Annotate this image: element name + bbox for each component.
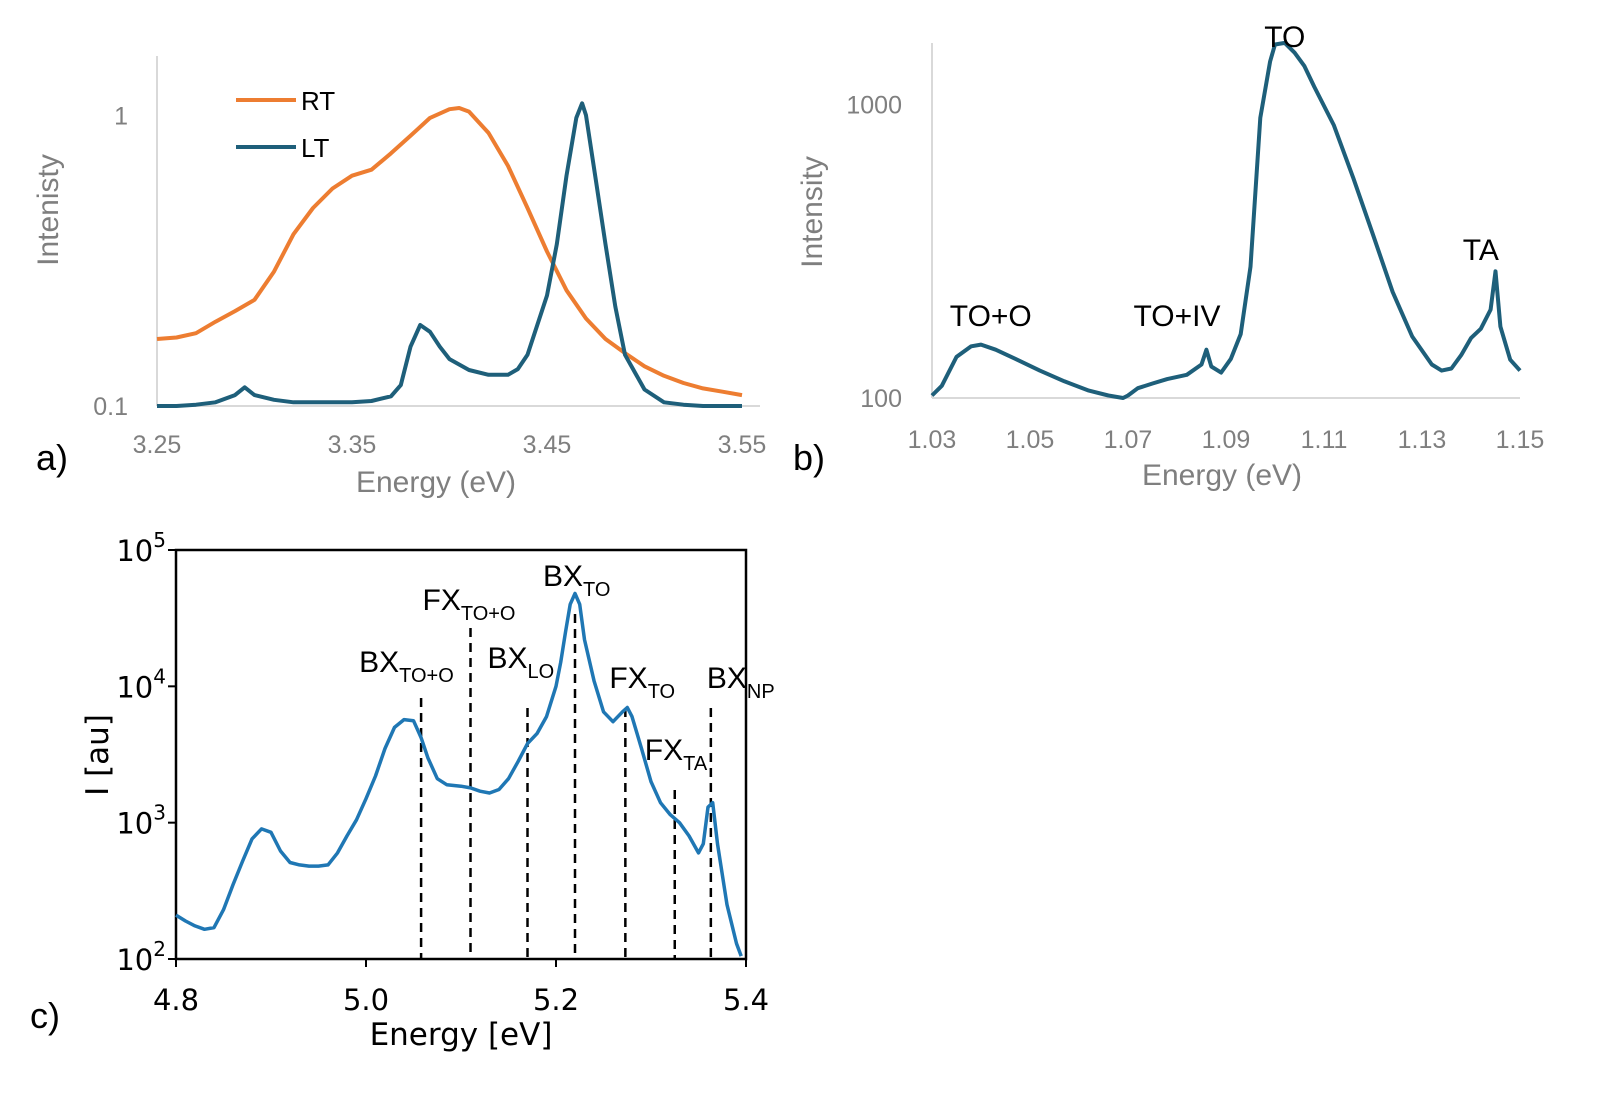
- panel-b-ylabel: Intensity: [796, 156, 829, 268]
- peak-label: FXTA: [645, 734, 708, 775]
- panel-b-label: b): [793, 437, 825, 478]
- peak-label: BXTO+O: [359, 646, 454, 687]
- panel-a-ticks: 3.25 3.35 3.45 3.55 0.1 1: [93, 102, 766, 459]
- panel-a-ylabel: Intenisty: [32, 154, 65, 266]
- panel-b-ticks: 1.03 1.05 1.07 1.09 1.11 1.13 1.15 100 1000: [846, 91, 1544, 454]
- y-tick-label: 1: [114, 102, 128, 130]
- y-tick-label: 103: [116, 801, 166, 841]
- series-line-lt: [157, 101, 742, 408]
- panel-c-series: [175, 591, 743, 957]
- panel-a-xlabel: Energy (eV): [356, 466, 516, 499]
- x-tick-label: 1.05: [1006, 426, 1055, 454]
- panel-c-ylabel: I [au]: [80, 714, 116, 796]
- series-line-rt: [156, 106, 743, 398]
- x-tick-label: 1.11: [1301, 426, 1348, 454]
- panel-a-series: [156, 101, 743, 408]
- x-tick-label: 5.0: [343, 983, 389, 1017]
- x-tick-label: 3.55: [718, 431, 767, 459]
- panel-c-ticks: 4.8 5.0 5.2 5.4 102 103 104 105: [116, 528, 769, 1017]
- x-tick-label: 5.4: [723, 983, 769, 1017]
- y-tick-label: 100: [860, 385, 902, 413]
- legend-lt-label: LT: [301, 133, 330, 163]
- panel-c-frame: [174, 548, 748, 961]
- x-tick-label: 1.07: [1104, 426, 1153, 454]
- y-tick-label: 0.1: [93, 393, 128, 421]
- x-tick-label: 3.35: [328, 431, 377, 459]
- panel-c-xlabel: Energy [eV]: [370, 1017, 553, 1053]
- x-tick-label: 5.2: [533, 983, 579, 1017]
- panel-b-chart: 1.03 1.05 1.07 1.09 1.11 1.13 1.15 100 1000 TO+O…: [793, 21, 1544, 492]
- series-line-0: [930, 40, 1522, 400]
- panel-c-label: c): [30, 995, 60, 1036]
- panel-a-label: a): [36, 437, 68, 478]
- x-tick-label: 1.03: [908, 426, 957, 454]
- x-tick-label: 1.13: [1398, 426, 1447, 454]
- panel-b-annotations: TO+O TO+IV TO TA: [950, 21, 1499, 333]
- series-line-0: [175, 591, 743, 957]
- peak-label: BXNP: [707, 662, 775, 703]
- peak-annotation: TA: [1463, 234, 1499, 267]
- panel-a-chart: 3.25 3.35 3.45 3.55 0.1 1 RT LT Energy (eV) I…: [32, 56, 766, 499]
- peak-annotation: TO+IV: [1134, 300, 1221, 333]
- legend-rt-label: RT: [301, 86, 335, 116]
- y-tick-label: 1000: [846, 91, 902, 119]
- x-tick-label: 3.45: [523, 431, 572, 459]
- y-tick-label: 105: [116, 528, 166, 568]
- panel-c-chart: 4.8 5.0 5.2 5.4 102 103 104 105 BXTO+O FXTO+O BXL…: [30, 528, 775, 1053]
- peak-annotation: TO: [1264, 21, 1305, 54]
- x-tick-label: 1.15: [1496, 426, 1545, 454]
- peak-annotation: TO+O: [950, 300, 1032, 333]
- peak-label: FXTO+O: [423, 584, 516, 625]
- y-tick-label: 102: [116, 937, 166, 977]
- y-tick-label: 104: [116, 664, 166, 704]
- peak-label: FXTO: [609, 662, 675, 703]
- panel-b-xlabel: Energy (eV): [1142, 459, 1302, 492]
- x-tick-label: 1.09: [1202, 426, 1251, 454]
- panel-a-legend: RT LT: [236, 86, 335, 163]
- peak-label: BXLO: [488, 642, 555, 683]
- x-tick-label: 3.25: [133, 431, 182, 459]
- panel-b-series: [930, 40, 1522, 400]
- x-tick-label: 4.8: [153, 983, 199, 1017]
